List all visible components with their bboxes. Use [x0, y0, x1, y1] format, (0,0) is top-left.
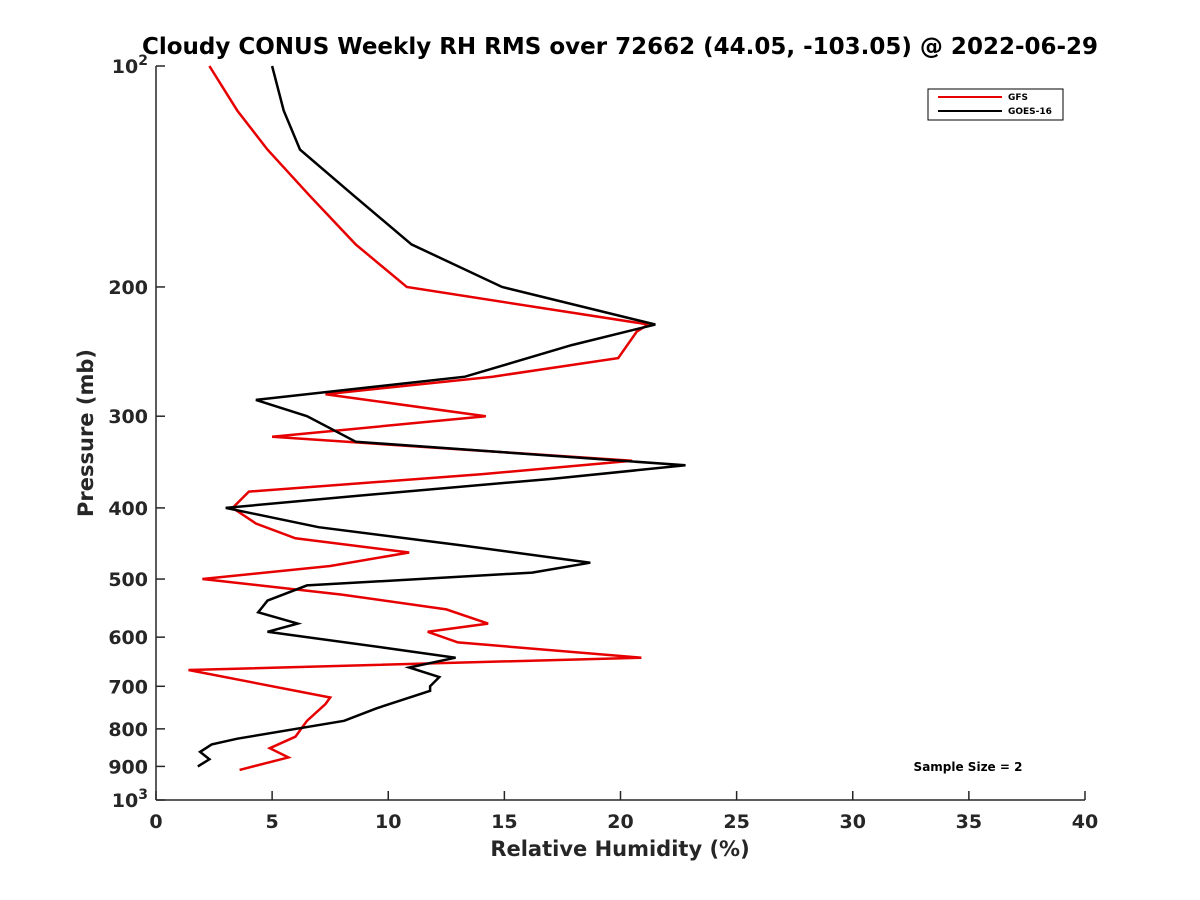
y-tick-label: 103: [112, 787, 148, 812]
x-tick-label: 30: [840, 811, 866, 833]
legend-box: [927, 88, 1064, 121]
x-tick-label: 0: [149, 811, 162, 833]
x-tick-label: 35: [956, 811, 982, 833]
legend-label-goes-16: GOES-16: [1008, 107, 1052, 117]
legend: GFS GOES-16: [927, 88, 1064, 121]
x-tick-label: 25: [723, 811, 749, 833]
chart-title: Cloudy CONUS Weekly RH RMS over 72662 (4…: [142, 34, 1098, 60]
y-axis-ticks: 102 200 300 400 500 600 700 800 900 103: [108, 53, 165, 812]
x-tick-label: 40: [1072, 811, 1098, 833]
series-line-goes-16: [197, 65, 686, 768]
series-line-gfs: [188, 65, 652, 772]
y-tick-label: 900: [108, 756, 148, 778]
y-axis-label: Pressure (mb): [74, 349, 98, 517]
y-tick-label: 300: [108, 406, 148, 428]
x-tick-label: 10: [375, 811, 401, 833]
y-tick-label: 800: [108, 719, 148, 741]
legend-label-gfs: GFS: [1008, 93, 1028, 103]
y-tick-label: 400: [108, 498, 148, 520]
y-tick-label: 200: [108, 277, 148, 299]
y-tick-label: 600: [108, 627, 148, 649]
x-axis-label: Relative Humidity (%): [490, 837, 749, 861]
sample-size-annotation: Sample Size = 2: [914, 760, 1023, 774]
x-axis-ticks: 0 5 10 15 20 25 30 35 40: [149, 791, 1098, 833]
series-layer: [188, 65, 686, 772]
y-tick-label: 500: [108, 569, 148, 591]
x-tick-label: 15: [491, 811, 517, 833]
x-tick-label: 20: [607, 811, 633, 833]
y-tick-label: 102: [112, 53, 148, 78]
y-tick-label: 700: [108, 676, 148, 698]
x-tick-label: 5: [266, 811, 279, 833]
